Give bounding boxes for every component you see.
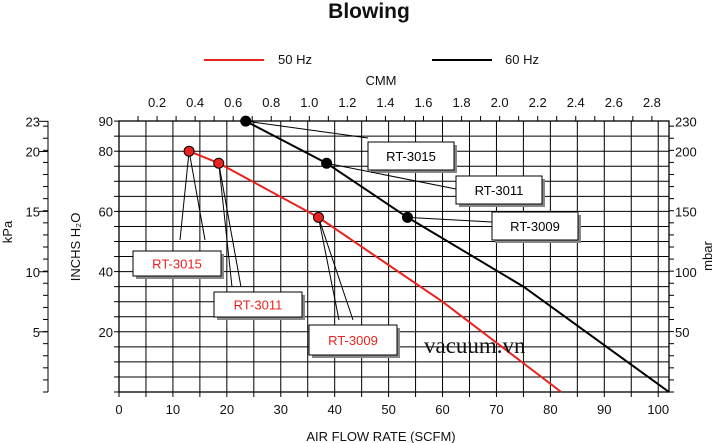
- y-tick-label: 40: [99, 265, 113, 280]
- callout-60hz-rt-3015: RT-3015: [240, 115, 457, 173]
- kpa-tick-label: 10: [26, 265, 40, 280]
- callout-pointer: [188, 151, 206, 241]
- x2-tick-label: 0.2: [148, 95, 166, 110]
- callout-box: [367, 141, 455, 171]
- x2-tick-label: 1.0: [300, 95, 318, 110]
- x2-tick-label: 1.4: [376, 95, 394, 110]
- kpa-axis-label: kPa: [0, 220, 15, 243]
- y-tick-label: 60: [99, 204, 113, 219]
- callout-pointer: [407, 216, 493, 223]
- x2-tick-label: 2.6: [605, 95, 623, 110]
- x2-tick-label: 2.4: [567, 95, 585, 110]
- callout-pointer: [326, 162, 457, 190]
- y-axis-label: INCHS H₂O: [68, 213, 83, 282]
- y-tick-label: 80: [99, 144, 113, 159]
- x2-tick-label: 2.2: [529, 95, 547, 110]
- callout-60hz-rt-3009: RT-3009: [401, 211, 581, 243]
- data-point-marker: [240, 115, 252, 127]
- x2-tick-label: 1.8: [453, 95, 471, 110]
- kpa-tick-label: 5: [33, 325, 40, 340]
- callout-label: RT-3011: [234, 298, 283, 313]
- callout-pointer: [318, 217, 340, 321]
- callout-label: RT-3009: [328, 333, 378, 348]
- mbar-axis-label: mbar: [700, 241, 715, 271]
- callout-label: RT-3015: [386, 149, 436, 164]
- x2-tick-label: 2.0: [491, 95, 509, 110]
- mbar-tick-label: 100: [675, 265, 697, 280]
- callout-60hz-rt-3011: RT-3011: [321, 157, 545, 207]
- x-tick-label: 80: [543, 402, 557, 417]
- callout-pointer: [218, 163, 242, 288]
- x-tick-label: 10: [166, 402, 180, 417]
- kpa-tick-label: 23: [26, 114, 40, 129]
- callout-50hz-rt-3015: RT-3015: [132, 145, 224, 279]
- data-point-marker: [401, 211, 413, 223]
- kpa-tick-label: 15: [26, 204, 40, 219]
- axes: 0 10 20 30 40 50 60 70 80 90 100 0.2 0.4 0.6 0.8 1.0 1.2…: [26, 95, 697, 417]
- callout-pointer: [318, 217, 354, 321]
- x2-tick-label: 0.8: [262, 95, 280, 110]
- callout-box: [308, 324, 398, 356]
- callout-box: [132, 250, 222, 277]
- x-tick-label: 60: [435, 402, 449, 417]
- callouts: RT-3015 RT-3011 RT-3009 RT-3015 RT-3011 RT-30…: [132, 115, 581, 358]
- callout-pointer: [245, 120, 369, 139]
- mbar-tick-label: 200: [675, 145, 697, 160]
- data-point-marker: [313, 211, 325, 223]
- x-tick-label: 50: [381, 402, 395, 417]
- callout-pointer: [218, 163, 233, 288]
- top-axis-label: CMM: [365, 73, 396, 88]
- x2-tick-label: 2.8: [643, 95, 661, 110]
- legend-label: 60 Hz: [505, 52, 539, 67]
- callout-label: RT-3009: [510, 219, 560, 234]
- callout-box: [491, 211, 579, 241]
- x-axis-label: AIR FLOW RATE (SCFM): [306, 429, 455, 443]
- legend-entry-60hz: 60 Hz: [432, 52, 539, 67]
- callout-label: RT-3015: [152, 257, 202, 272]
- data-point-marker: [183, 145, 195, 157]
- callout-50hz-rt-3009: RT-3009: [308, 211, 400, 358]
- data-point-marker: [213, 157, 225, 169]
- x-tick-label: 40: [327, 402, 341, 417]
- x-tick-label: 20: [220, 402, 234, 417]
- mbar-tick-label: 50: [675, 325, 689, 340]
- y-tick-label: 90: [99, 114, 113, 129]
- callout-50hz-rt-3011: RT-3011: [213, 157, 305, 320]
- mbar-tick-label: 150: [675, 204, 697, 219]
- callout-box: [213, 291, 303, 318]
- x-tick-label: 100: [647, 402, 669, 417]
- x2-tick-label: 0.4: [186, 95, 204, 110]
- mbar-tick-label: 230: [675, 114, 697, 129]
- callout-box: [455, 175, 543, 205]
- kpa-tick-label: 20: [26, 145, 40, 160]
- x-tick-label: 0: [115, 402, 122, 417]
- x-tick-label: 70: [489, 402, 503, 417]
- x-tick-label: 30: [274, 402, 288, 417]
- legend: 50 Hz 60 Hz: [204, 52, 539, 67]
- chart-title: Blowing: [328, 0, 410, 23]
- x-tick-label: 90: [597, 402, 611, 417]
- x2-tick-label: 0.6: [224, 95, 242, 110]
- data-point-marker: [321, 157, 333, 169]
- legend-entry-50hz: 50 Hz: [204, 52, 312, 67]
- callout-label: RT-3011: [475, 183, 524, 198]
- y-tick-label: 20: [99, 325, 113, 340]
- legend-label: 50 Hz: [278, 52, 312, 67]
- watermark: vacuum.vn: [424, 333, 526, 358]
- x2-tick-label: 1.2: [338, 95, 356, 110]
- callout-pointer: [179, 151, 190, 241]
- x2-tick-label: 1.6: [414, 95, 432, 110]
